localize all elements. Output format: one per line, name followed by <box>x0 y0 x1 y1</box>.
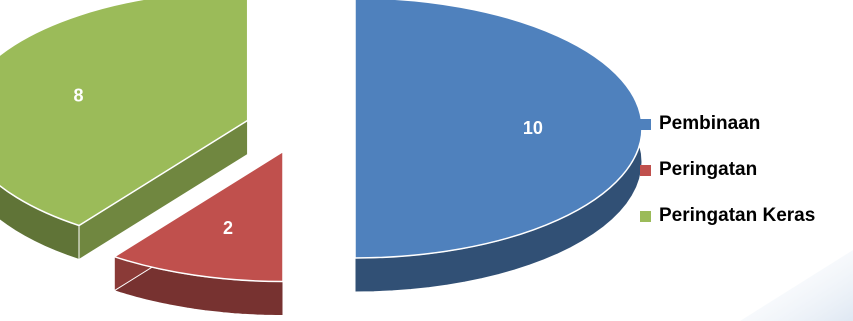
data-label: 2 <box>223 218 233 238</box>
data-label: 10 <box>523 118 543 138</box>
legend-swatch <box>640 118 651 130</box>
legend-item: Pembinaan <box>640 108 815 140</box>
background-decoration <box>740 250 853 321</box>
pie-slice <box>354 0 643 293</box>
legend-swatch <box>640 164 651 176</box>
pie-slice <box>0 0 249 261</box>
legend-label: Pembinaan <box>659 113 761 134</box>
legend-item: Peringatan <box>640 154 815 186</box>
legend-swatch <box>640 210 651 222</box>
legend-label: Peringatan Keras <box>659 205 816 226</box>
legend-label: Peringatan <box>659 159 758 180</box>
data-label: 8 <box>73 85 83 105</box>
legend: Pembinaan Peringatan Peringatan Keras <box>640 108 815 246</box>
pie-slice <box>112 150 284 316</box>
legend-item: Peringatan Keras <box>640 200 815 232</box>
